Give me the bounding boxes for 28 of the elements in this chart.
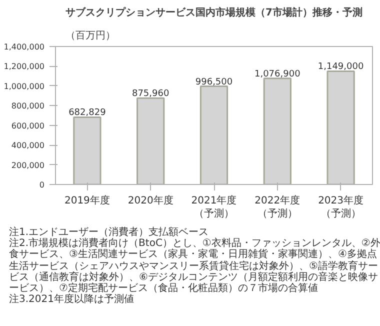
bar (263, 78, 292, 184)
data-label: 996,500 (195, 77, 233, 88)
y-tick-label: 1,200,000 (4, 62, 45, 72)
data-label: 1,076,900 (254, 69, 301, 80)
bar (136, 97, 165, 184)
chart-title: サブスクリプションサービス国内市場規模（7市場計）推移・予測 (66, 6, 362, 18)
text: 注2.市場規模は消費者向け（BtoC）とし、①衣料品・ファッションレンタル、②外食サービス、③生活関連サービス（家具・家電・日用雑貨・家事関連）、④多拠点生活サービス（シェアハウスやマンスリー系賃貸住宅は対象外）、⑤語学教育サービス（通信教育は対象外）、⑥デジタルコンテンツ（月額定額利用の音楽と映像サービス）、⑦定期宅配サービス（食品・化粧品類）の７市場の合算値 (9, 238, 380, 294)
y-axis-title: （百万円） (66, 30, 116, 42)
y-tick-label: 600,000 (11, 121, 45, 130)
y-tick-label: 800,000 (11, 102, 45, 111)
x-tick-label: 2023年度（予測） (318, 194, 364, 220)
data-label: 1,149,000 (318, 62, 364, 72)
y-tick-label: 1,400,000 (4, 42, 45, 52)
bar (200, 86, 228, 184)
x-tick-label: 2020年度 (128, 194, 174, 206)
text: 注1.エンドユーザー（消費者）支払額ベース (9, 227, 210, 238)
x-tick-label: 2022年度（予測） (254, 194, 300, 220)
y-tick-label: 1,000,000 (4, 82, 45, 91)
y-tick-label: 200,000 (11, 160, 45, 170)
text: 注3.2021年度以降は予測値 (9, 294, 135, 306)
data-label: 875,960 (132, 89, 170, 100)
x-tick-label: 2021年度（予測） (191, 194, 237, 220)
x-tick-label: 2019年度 (64, 194, 110, 206)
y-tick-label: 0 (39, 180, 45, 190)
bar (73, 116, 102, 184)
bar (326, 70, 355, 184)
data-label: 682,829 (68, 108, 106, 118)
y-tick-label: 400,000 (11, 141, 45, 150)
